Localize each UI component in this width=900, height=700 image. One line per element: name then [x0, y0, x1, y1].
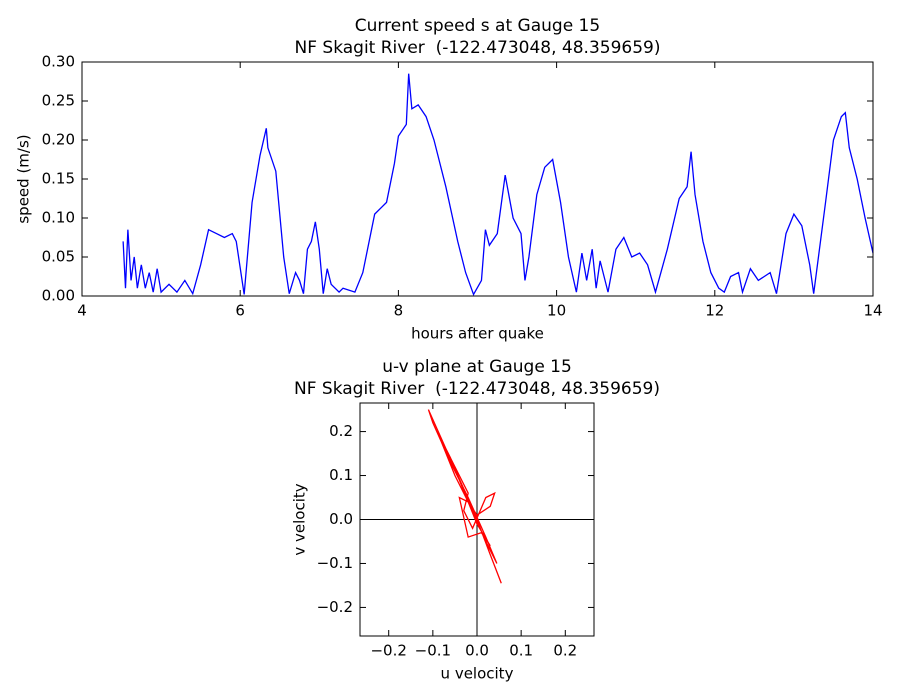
y-tick-label: 0.2 — [329, 422, 353, 440]
y-tick-label: 0.1 — [329, 466, 353, 484]
chart-title: u-v plane at Gauge 15 — [382, 357, 572, 377]
x-tick-label: 10 — [547, 302, 566, 320]
x-tick-label: 0.0 — [465, 642, 489, 660]
y-tick-label: −0.1 — [317, 554, 353, 572]
x-tick-label: 12 — [705, 302, 724, 320]
x-tick-label: 8 — [394, 302, 404, 320]
x-tick-label: 0.1 — [509, 642, 533, 660]
y-tick-label: 0.30 — [42, 53, 75, 71]
y-tick-label: 0.25 — [42, 92, 75, 110]
y-tick-label: 0.10 — [42, 209, 75, 227]
y-tick-label: 0.0 — [329, 510, 353, 528]
y-axis-label: v velocity — [291, 483, 309, 555]
y-tick-label: 0.15 — [42, 170, 75, 188]
chart-subtitle: NF Skagit River (-122.473048, 48.359659) — [295, 38, 661, 58]
x-axis-label: hours after quake — [411, 325, 544, 343]
x-tick-label: 6 — [235, 302, 245, 320]
chart-subtitle: NF Skagit River (-122.473048, 48.359659) — [294, 379, 660, 399]
x-tick-label: 14 — [863, 302, 882, 320]
chart-title: Current speed s at Gauge 15 — [355, 16, 600, 36]
x-tick-label: −0.1 — [415, 642, 451, 660]
data-line — [122, 73, 874, 296]
plot-frame — [81, 61, 874, 297]
x-tick-label: 4 — [77, 302, 87, 320]
x-axis-label: u velocity — [441, 665, 514, 683]
y-axis-label: speed (m/s) — [15, 134, 33, 223]
y-tick-label: 0.05 — [42, 248, 75, 266]
y-tick-label: 0.20 — [42, 131, 75, 149]
x-tick-label: −0.2 — [370, 642, 406, 660]
x-tick-label: 0.2 — [553, 642, 577, 660]
data-line — [427, 409, 502, 584]
y-tick-label: −0.2 — [317, 598, 353, 616]
y-tick-label: 0.00 — [42, 287, 75, 305]
